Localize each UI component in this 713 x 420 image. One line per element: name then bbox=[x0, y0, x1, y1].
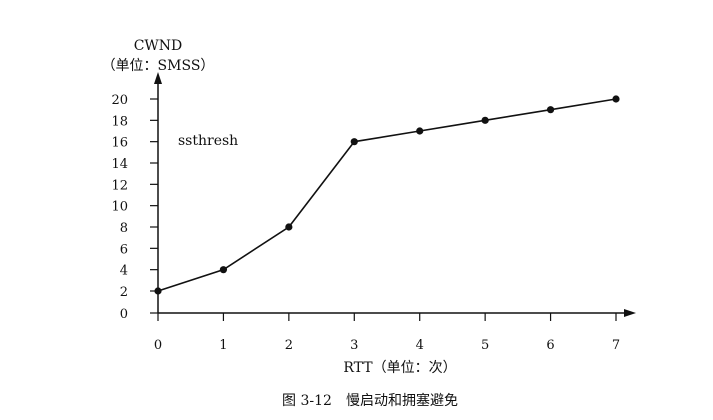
y-tick-label: 20 bbox=[111, 93, 128, 108]
data-point bbox=[481, 116, 489, 124]
y-tick-label: 0 bbox=[120, 307, 128, 322]
data-point bbox=[546, 106, 555, 114]
y-tick-label: 18 bbox=[111, 114, 128, 129]
data-points bbox=[154, 95, 620, 295]
data-point bbox=[219, 266, 228, 274]
y-tick-label: 4 bbox=[120, 264, 128, 279]
y-axis-label-line1: CWND bbox=[134, 38, 183, 54]
x-axis-label: RTT（单位：次） bbox=[343, 360, 456, 376]
data-point bbox=[350, 138, 358, 146]
y-ticks: 0 2 4 6 8 10 12 14 16 18 20 bbox=[111, 93, 158, 322]
data-point bbox=[285, 223, 293, 231]
y-tick-label: 6 bbox=[120, 242, 128, 257]
x-tick-label: 6 bbox=[546, 338, 554, 353]
y-axis-label-line2: （单位：SMSS） bbox=[102, 58, 215, 74]
x-tick-label: 1 bbox=[219, 338, 227, 353]
y-tick-label: 12 bbox=[111, 178, 128, 193]
data-point bbox=[612, 95, 620, 103]
figure-caption: 图 3-12 慢启动和拥塞避免 bbox=[282, 392, 458, 409]
y-tick-label: 2 bbox=[120, 285, 128, 300]
x-ticks: 0 1 2 3 4 5 6 7 bbox=[154, 313, 620, 353]
y-tick-label: 10 bbox=[111, 200, 128, 215]
x-tick-label: 7 bbox=[612, 338, 620, 353]
data-point bbox=[154, 287, 162, 295]
annotation-ssthresh: ssthresh bbox=[178, 133, 238, 149]
y-tick-label: 8 bbox=[120, 221, 128, 236]
x-axis-arrowhead bbox=[624, 309, 636, 317]
x-tick-label: 3 bbox=[350, 338, 358, 353]
series-line bbox=[157, 98, 617, 292]
y-tick-label: 14 bbox=[111, 157, 128, 172]
x-tick-label: 4 bbox=[416, 338, 424, 353]
x-tick-label: 2 bbox=[285, 338, 293, 353]
y-axis-arrowhead bbox=[154, 72, 162, 84]
x-tick-label: 5 bbox=[481, 338, 489, 353]
x-tick-label: 0 bbox=[154, 338, 162, 353]
y-tick-label: 16 bbox=[111, 136, 128, 151]
data-point bbox=[416, 127, 424, 135]
